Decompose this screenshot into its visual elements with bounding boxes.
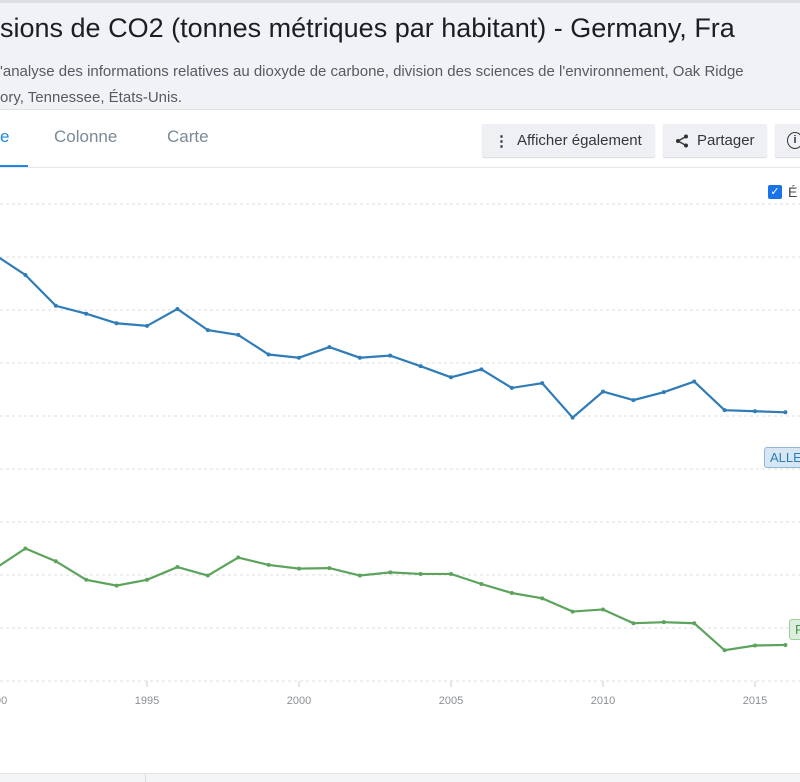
- info-icon: i: [787, 132, 800, 149]
- series-label-germany: ALLE: [764, 447, 800, 468]
- data-point: [753, 643, 757, 648]
- data-point: [205, 328, 210, 333]
- data-point: [692, 621, 697, 626]
- data-point: [692, 379, 697, 384]
- x-tick-label: 2015: [743, 695, 767, 707]
- show-also-label: Afficher également: [517, 132, 642, 149]
- data-point: [661, 390, 666, 395]
- data-point: [205, 573, 210, 578]
- data-point: [418, 364, 423, 369]
- data-point: [175, 565, 180, 570]
- data-point: [388, 570, 393, 575]
- data-point: [53, 303, 58, 308]
- data-point: [631, 621, 636, 626]
- data-point: [631, 398, 636, 403]
- data-point: [570, 609, 575, 614]
- data-point: [783, 642, 788, 647]
- x-tick-label: 2005: [439, 695, 463, 707]
- data-point: [661, 620, 666, 625]
- tab-map[interactable]: Carte: [167, 127, 209, 146]
- source-text-2: ory, Tennessee, États-Unis.: [0, 89, 183, 106]
- data-point: [297, 566, 301, 571]
- footer-bar: [0, 773, 800, 782]
- data-point: [509, 591, 514, 596]
- data-point: [23, 546, 28, 551]
- legend-label: É: [788, 184, 798, 200]
- data-point: [145, 323, 149, 328]
- data-point: [327, 345, 332, 350]
- data-point: [418, 571, 423, 576]
- data-point: [84, 311, 89, 316]
- header: sions de CO2 (tonnes métriques par habit…: [0, 0, 800, 110]
- x-tick-label: 2010: [591, 695, 615, 707]
- data-point: [114, 583, 119, 588]
- data-point: [53, 559, 58, 564]
- data-point: [601, 389, 605, 394]
- x-tick-label: 1990: [0, 695, 7, 707]
- divider: [0, 167, 800, 168]
- data-point: [236, 555, 241, 560]
- share-icon: [676, 134, 688, 147]
- data-point: [357, 573, 362, 578]
- data-point: [540, 596, 545, 601]
- active-tab-indicator: [0, 165, 28, 167]
- data-point: [601, 607, 605, 612]
- share-button[interactable]: Partager: [663, 124, 767, 157]
- series-line-alle: [0, 256, 786, 420]
- checkbox-checked-icon[interactable]: ✓: [768, 185, 782, 199]
- data-point: [449, 571, 453, 576]
- data-point: [145, 577, 149, 582]
- share-label: Partager: [697, 132, 755, 149]
- data-point: [722, 648, 727, 653]
- more-vertical-icon: ⋮: [494, 132, 509, 150]
- data-point: [114, 321, 119, 326]
- page-title: sions de CO2 (tonnes métriques par habit…: [0, 13, 735, 43]
- data-point: [84, 577, 89, 582]
- data-point: [297, 355, 301, 360]
- data-point: [479, 367, 484, 372]
- series-label-france: F: [789, 619, 800, 640]
- data-point: [357, 355, 362, 360]
- footer-divider: [145, 774, 146, 782]
- legend-item[interactable]: ✓ É: [768, 184, 797, 200]
- tab-line[interactable]: e: [0, 127, 10, 146]
- data-point: [449, 375, 453, 380]
- data-point: [327, 566, 332, 571]
- x-tick-label: 2000: [287, 695, 311, 707]
- data-point: [722, 408, 727, 413]
- data-point: [266, 352, 271, 357]
- tab-column[interactable]: Colonne: [54, 127, 118, 146]
- data-point: [388, 353, 393, 358]
- data-point: [570, 415, 575, 420]
- data-point: [509, 385, 514, 390]
- data-point: [23, 273, 28, 278]
- x-tick-label: 1995: [135, 695, 159, 707]
- data-point: [783, 410, 788, 415]
- data-point: [236, 332, 241, 337]
- data-point: [479, 582, 484, 587]
- show-also-button[interactable]: ⋮ Afficher également: [482, 124, 655, 157]
- data-point: [753, 409, 757, 414]
- data-point: [540, 381, 545, 386]
- source-text: 'analyse des informations relatives au d…: [0, 63, 744, 80]
- data-point: [266, 562, 271, 567]
- series-line-f: [0, 547, 786, 652]
- info-button[interactable]: i: [775, 124, 800, 157]
- data-point: [175, 306, 180, 311]
